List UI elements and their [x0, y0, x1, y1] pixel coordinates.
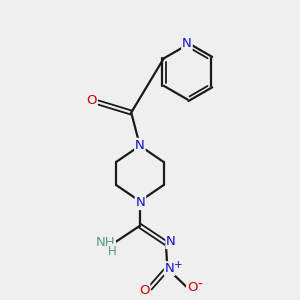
Text: N: N	[165, 262, 175, 275]
Text: H: H	[108, 245, 117, 258]
Text: O: O	[86, 94, 97, 106]
Text: +: +	[174, 260, 183, 270]
Text: O: O	[139, 284, 149, 297]
Text: O: O	[187, 281, 197, 294]
Text: -: -	[197, 278, 202, 291]
Text: N: N	[136, 196, 145, 209]
Text: N: N	[182, 37, 192, 50]
Text: N: N	[166, 235, 176, 248]
Text: NH: NH	[95, 236, 115, 249]
Text: N: N	[135, 139, 145, 152]
